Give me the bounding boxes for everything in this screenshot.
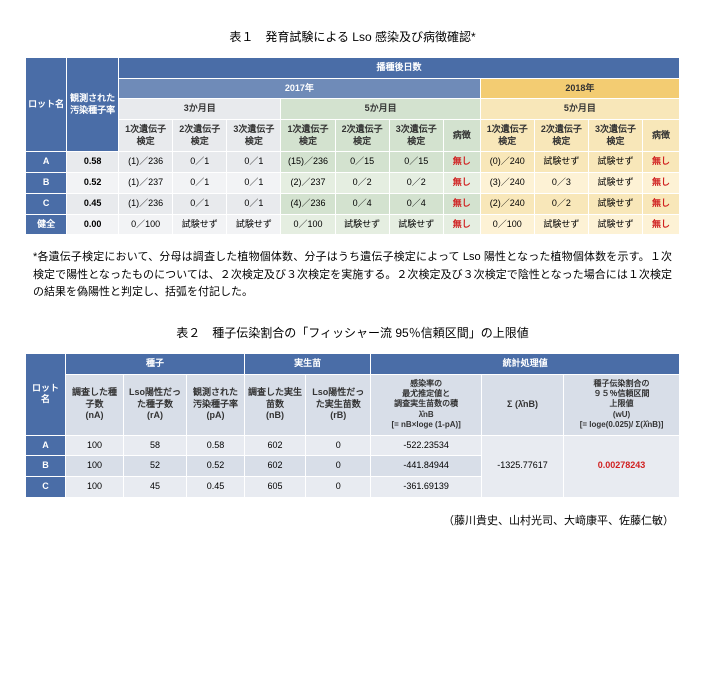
hdr-c1b: 1次遺伝子検定 [281, 120, 335, 152]
authors: （藤川貴史、山村光司、大﨑康平、佐藤仁敏） [25, 512, 674, 528]
t2-rB: Lso陽性だった実生苗数(rB) [306, 374, 371, 435]
hdr-lot: ロット名 [26, 58, 67, 152]
t2-nA: 調査した種子数(nA) [66, 374, 124, 435]
t2-pA: 観測された汚染種子率(pA) [187, 374, 245, 435]
table1-note: *各遺伝子検定において、分母は調査した植物個体数、分子はうち遺伝子検定によって … [33, 249, 672, 302]
t2-stat: 統計処理値 [371, 353, 680, 374]
table2: ロット名 種子 実生苗 統計処理値 調査した種子数(nA) Lso陽性だった種子… [25, 353, 680, 498]
table1-title: 表１ 発育試験による Lso 感染及び病徴確認* [25, 28, 680, 45]
hdr-obs: 観測された汚染種子率 [67, 58, 119, 152]
table2-title: 表２ 種子伝染割合の「フィッシャー流 95％信頼区間」の上限値 [25, 324, 680, 341]
hdr-c2c: 2次遺伝子検定 [534, 120, 588, 152]
hdr-c3a: 3次遺伝子検定 [227, 120, 281, 152]
hdr-2017: 2017年 [119, 78, 481, 99]
table-row: 健全0.000／100試験せず試験せず0／100試験せず試験せず無し0／100試… [26, 214, 680, 235]
t2-seed: 種子 [66, 353, 245, 374]
hdr-c1a: 1次遺伝子検定 [119, 120, 173, 152]
hdr-c2a: 2次遺伝子検定 [173, 120, 227, 152]
table-row: C0.45(1)／2360／10／1(4)／2360／40／4無し(2)／240… [26, 193, 680, 214]
hdr-c2b: 2次遺伝子検定 [335, 120, 389, 152]
hdr-sym-a: 病徴 [443, 120, 480, 152]
t2-lam: 感染率の最尤推定値と調査実生苗数の積λ̂nB[= nB×loge (1-pA)] [371, 374, 482, 435]
t2-nB: 調査した実生苗数(nB) [245, 374, 306, 435]
hdr-m5b: 5か月目 [480, 99, 679, 120]
table-row: A100580.586020-522.23534-1325.776170.002… [26, 435, 680, 456]
hdr-c3c: 3次遺伝子検定 [588, 120, 642, 152]
t2-sig: Σ (λ̂nB) [481, 374, 563, 435]
hdr-c3b: 3次遺伝子検定 [389, 120, 443, 152]
hdr-sym-b: 病徴 [643, 120, 680, 152]
hdr-m5a: 5か月目 [281, 99, 480, 120]
hdr-c1c: 1次遺伝子検定 [480, 120, 534, 152]
hdr-m3: 3か月目 [119, 99, 281, 120]
t2-rA: Lso陽性だった種子数(rA) [123, 374, 186, 435]
table-row: A0.58(1)／2360／10／1(15)／2360／150／15無し(0)／… [26, 152, 680, 173]
t2-seedling: 実生苗 [245, 353, 371, 374]
hdr-days: 播種後日数 [119, 58, 680, 79]
t2-wu: 種子伝染割合の９５％信頼区間上限値(wU)[= loge(0.025)/ Σ(λ… [564, 374, 680, 435]
table1: ロット名 観測された汚染種子率 播種後日数 2017年 2018年 3か月目 5… [25, 57, 680, 235]
t2-lot: ロット名 [26, 353, 66, 435]
table-row: B0.52(1)／2370／10／1(2)／2370／20／2無し(3)／240… [26, 173, 680, 194]
hdr-2018: 2018年 [480, 78, 679, 99]
